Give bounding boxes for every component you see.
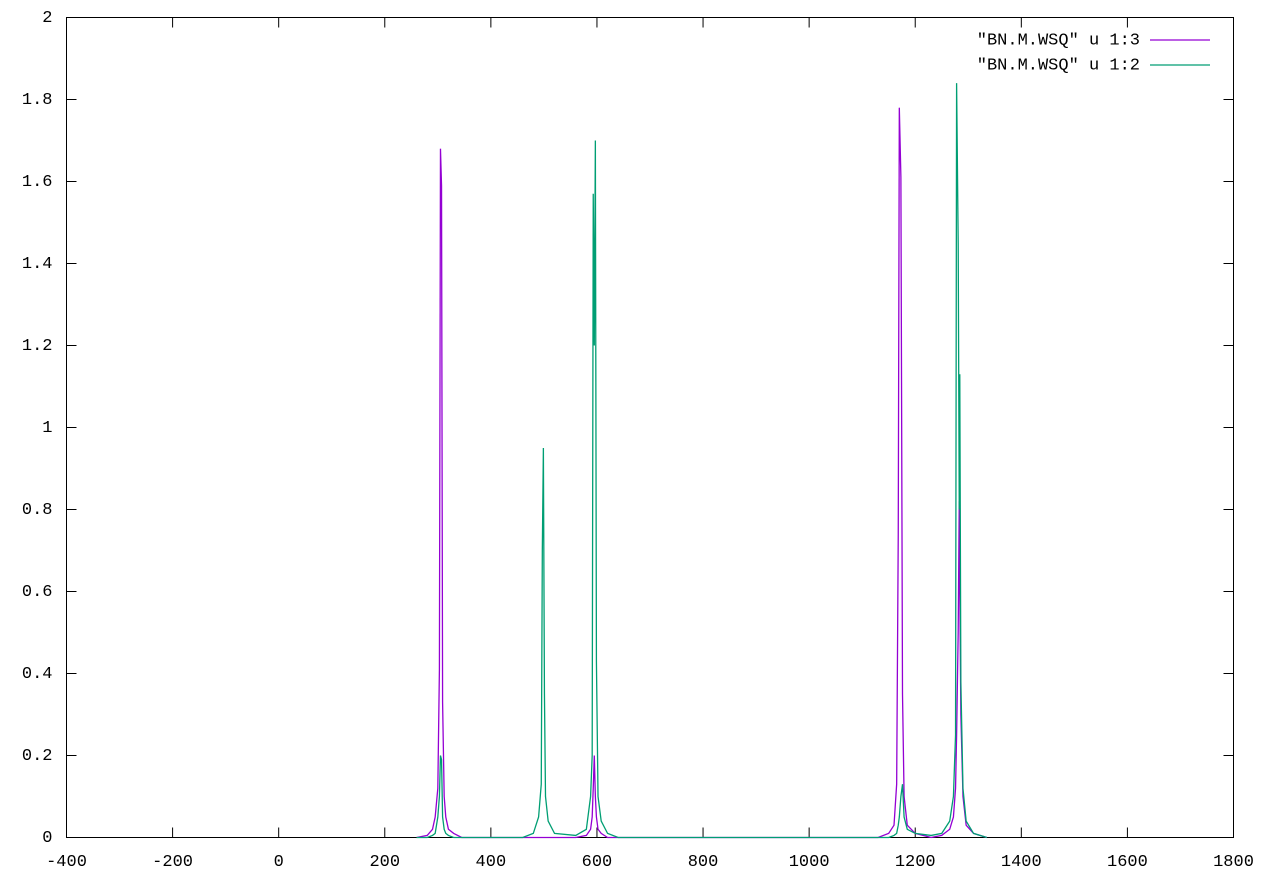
y-tick-label: 0.8: [22, 501, 53, 520]
x-tick-label: -400: [46, 853, 87, 872]
series-line: [416, 107, 988, 839]
x-tick-label: -200: [152, 853, 193, 872]
x-tick-label: 1600: [1107, 853, 1148, 872]
x-tick-label: 1400: [1001, 853, 1042, 872]
y-tick-label: 1.8: [22, 91, 53, 110]
legend-label: "BN.M.WSQ" u 1:3: [977, 31, 1140, 50]
x-tick-label: 600: [582, 853, 613, 872]
plot-frame: [66, 17, 1234, 838]
y-tick-label: 0.4: [22, 665, 53, 684]
y-tick-label: 0: [42, 829, 52, 848]
y-tick-label: 1.2: [22, 337, 53, 356]
series-line: [416, 83, 988, 839]
x-tick-label: 800: [688, 853, 719, 872]
x-tick-label: 1800: [1213, 853, 1254, 872]
x-tick-label: 400: [476, 853, 507, 872]
x-tick-label: 0: [274, 853, 284, 872]
y-tick-label: 1.4: [22, 255, 53, 274]
x-tick-label: 200: [369, 853, 400, 872]
legend-label: "BN.M.WSQ" u 1:2: [977, 56, 1140, 75]
y-tick-label: 0.2: [22, 747, 53, 766]
y-tick-label: 0.6: [22, 583, 53, 602]
y-tick-label: 2: [42, 9, 52, 28]
x-tick-label: 1200: [895, 853, 936, 872]
y-tick-label: 1.6: [22, 173, 53, 192]
x-tick-label: 1000: [789, 853, 830, 872]
y-tick-label: 1: [42, 419, 52, 438]
